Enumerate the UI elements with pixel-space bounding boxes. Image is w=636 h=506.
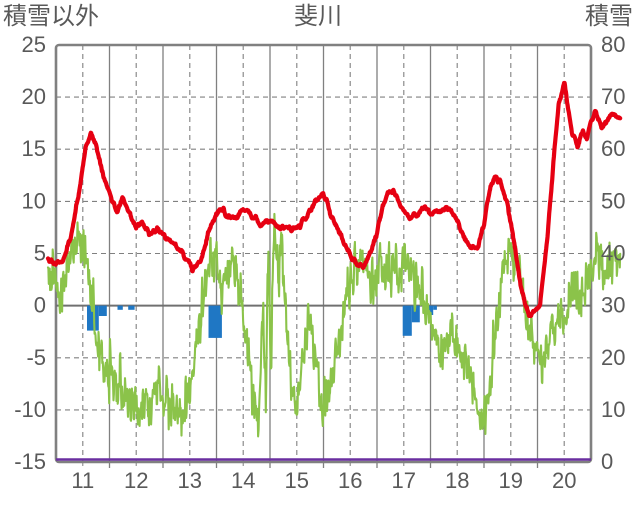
svg-text:積雪: 積雪 — [585, 3, 633, 30]
svg-text:20: 20 — [552, 468, 576, 493]
svg-text:12: 12 — [124, 468, 148, 493]
svg-text:積雪以外: 積雪以外 — [3, 3, 99, 30]
svg-text:11: 11 — [71, 468, 94, 493]
svg-text:80: 80 — [601, 32, 625, 57]
svg-text:13: 13 — [178, 468, 202, 493]
svg-text:19: 19 — [499, 468, 523, 493]
svg-text:60: 60 — [601, 136, 625, 161]
svg-text:5: 5 — [34, 241, 46, 266]
svg-text:0: 0 — [34, 293, 46, 318]
svg-text:30: 30 — [601, 293, 625, 318]
svg-text:-15: -15 — [14, 449, 46, 474]
svg-text:20: 20 — [22, 84, 46, 109]
svg-text:16: 16 — [338, 468, 362, 493]
svg-text:14: 14 — [231, 468, 255, 493]
svg-text:10: 10 — [601, 397, 625, 422]
svg-text:70: 70 — [601, 84, 625, 109]
svg-text:40: 40 — [601, 241, 625, 266]
svg-text:15: 15 — [22, 136, 46, 161]
svg-text:17: 17 — [392, 468, 416, 493]
svg-text:10: 10 — [22, 188, 46, 213]
svg-text:-5: -5 — [26, 345, 46, 370]
svg-text:18: 18 — [445, 468, 469, 493]
svg-text:斐川: 斐川 — [294, 3, 342, 30]
svg-text:15: 15 — [285, 468, 309, 493]
svg-text:-10: -10 — [14, 397, 46, 422]
svg-text:0: 0 — [601, 449, 613, 474]
svg-text:25: 25 — [22, 32, 46, 57]
svg-text:20: 20 — [601, 345, 625, 370]
svg-text:50: 50 — [601, 188, 625, 213]
